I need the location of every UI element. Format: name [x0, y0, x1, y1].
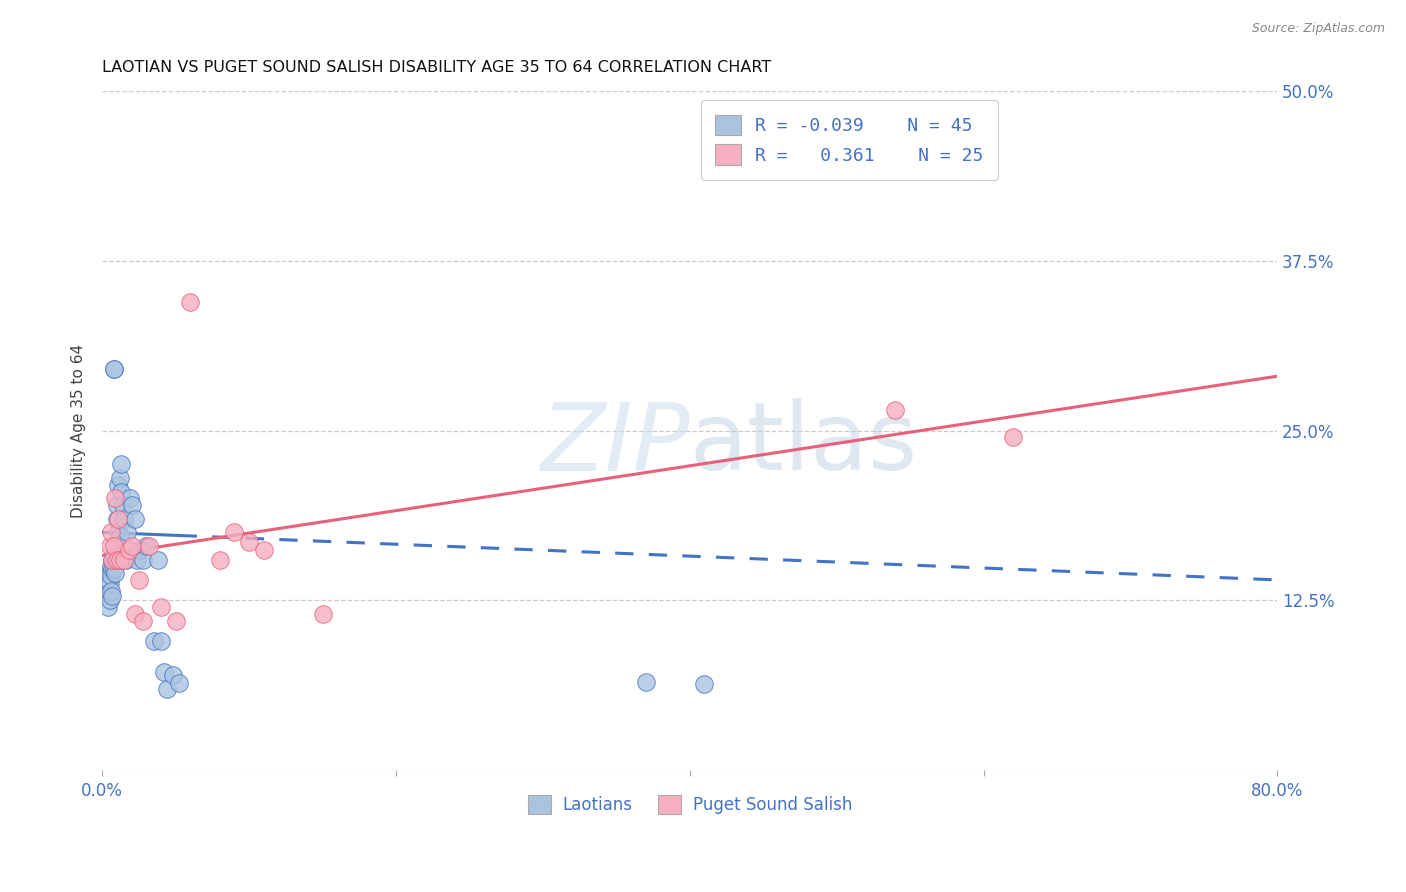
Point — [179, 294, 201, 309]
Point — [100, 583, 122, 598]
Point — [138, 539, 160, 553]
Point — [107, 478, 129, 492]
Point — [124, 607, 146, 621]
Point — [149, 634, 172, 648]
Point — [120, 491, 142, 506]
Point — [135, 539, 157, 553]
Point — [142, 634, 165, 648]
Point — [224, 525, 246, 540]
Point — [121, 539, 143, 553]
Point — [105, 552, 128, 566]
Point — [101, 589, 124, 603]
Point — [105, 512, 128, 526]
Point — [165, 614, 187, 628]
Point — [121, 498, 143, 512]
Point — [311, 607, 333, 621]
Point — [112, 512, 135, 526]
Text: ZIP: ZIP — [540, 399, 690, 490]
Text: atlas: atlas — [690, 398, 918, 490]
Point — [112, 552, 135, 566]
Point — [132, 614, 155, 628]
Point — [104, 566, 127, 580]
Point — [167, 676, 190, 690]
Point — [156, 681, 179, 696]
Point — [105, 498, 128, 512]
Point — [253, 543, 276, 558]
Point — [162, 668, 184, 682]
Y-axis label: Disability Age 35 to 64: Disability Age 35 to 64 — [72, 343, 86, 517]
Point — [114, 552, 136, 566]
Text: LAOTIAN VS PUGET SOUND SALISH DISABILITY AGE 35 TO 64 CORRELATION CHART: LAOTIAN VS PUGET SOUND SALISH DISABILITY… — [103, 60, 772, 75]
Point — [110, 458, 132, 472]
Point — [146, 552, 169, 566]
Point — [127, 552, 149, 566]
Point — [104, 552, 127, 566]
Point — [98, 539, 121, 553]
Point — [103, 362, 125, 376]
Point — [208, 552, 231, 566]
Point — [111, 498, 134, 512]
Point — [100, 559, 122, 574]
Point — [97, 586, 120, 600]
Point — [103, 562, 125, 576]
Point — [100, 569, 122, 583]
Point — [101, 562, 124, 576]
Point — [110, 484, 132, 499]
Point — [132, 552, 155, 566]
Point — [98, 566, 121, 580]
Point — [104, 491, 127, 506]
Point — [129, 543, 152, 558]
Point — [108, 471, 131, 485]
Point — [884, 403, 907, 417]
Point — [108, 529, 131, 543]
Point — [103, 362, 125, 376]
Point — [101, 552, 124, 566]
Point — [98, 593, 121, 607]
Point — [1001, 430, 1024, 444]
Point — [98, 575, 121, 590]
Text: Source: ZipAtlas.com: Source: ZipAtlas.com — [1251, 22, 1385, 36]
Point — [100, 525, 122, 540]
Point — [108, 552, 131, 566]
Point — [124, 512, 146, 526]
Point — [128, 573, 150, 587]
Point — [634, 674, 657, 689]
Legend: Laotians, Puget Sound Salish: Laotians, Puget Sound Salish — [519, 787, 860, 822]
Point — [149, 600, 172, 615]
Point — [101, 552, 124, 566]
Point — [103, 539, 125, 553]
Point — [103, 549, 125, 563]
Point — [693, 677, 716, 691]
Point — [118, 543, 141, 558]
Point — [107, 512, 129, 526]
Point — [153, 665, 176, 680]
Point — [238, 534, 260, 549]
Point — [97, 600, 120, 615]
Point — [107, 525, 129, 540]
Point — [115, 525, 138, 540]
